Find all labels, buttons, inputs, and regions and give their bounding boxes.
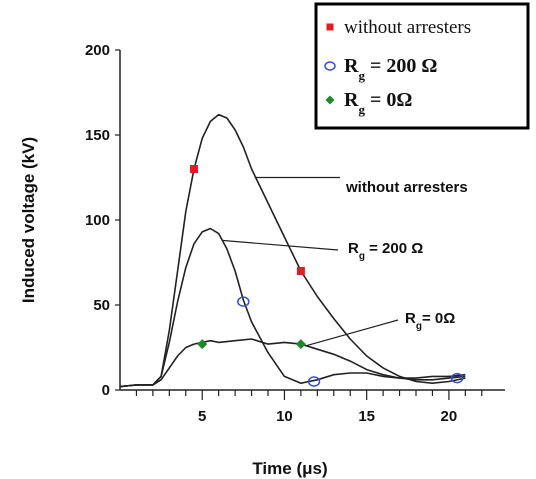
annotation-label: Rg= 0Ω [405,310,455,332]
legend-marker [326,23,334,31]
series-2-marker [237,296,250,307]
legend-marker [325,95,335,105]
y-tick-label: 50 [93,297,110,314]
annotations: without arresters Rg = 200 Ω Rg= 0Ω [221,176,468,347]
annotation-label: Rg = 200 Ω [348,240,423,262]
x-axis-label: Time (μs) [252,459,327,478]
series-2-marker [307,376,321,387]
series-2-marker [450,372,464,384]
annotation-label: without arresters [345,179,468,196]
y-axis-label: Induced voltage (kV) [19,137,38,303]
legend-label: without arresters [344,17,471,38]
series-line-2 [119,227,466,388]
annotation-leader [221,239,339,251]
series-3-marker [197,339,208,350]
annotation-leader [305,319,399,347]
series-layer [119,113,466,388]
x-tick-label: 20 [441,408,458,425]
legend-label: Rg = 0Ω [344,89,412,117]
y-tick-label: 200 [85,42,110,59]
legend-marker [324,61,336,71]
series-line-3 [119,338,466,388]
markers-layer [190,165,464,387]
x-tick-label: 5 [198,408,206,425]
series-3-marker [295,339,306,350]
legend-label: Rg = 200 Ω [344,55,437,83]
y-tick-label: 0 [102,382,110,399]
axes: 0 50 100 150 200 5 10 15 20 [85,42,505,425]
x-tick-label: 15 [358,408,375,425]
legend: without arresters Rg = 200 Ω Rg = 0Ω [314,2,530,130]
x-tick-label: 10 [276,408,293,425]
y-tick-label: 150 [85,127,110,144]
series-1-marker [190,165,198,173]
y-tick-label: 100 [85,212,110,229]
legend-box [314,2,530,130]
series-1-marker [296,267,305,275]
series-line-1 [119,113,466,388]
